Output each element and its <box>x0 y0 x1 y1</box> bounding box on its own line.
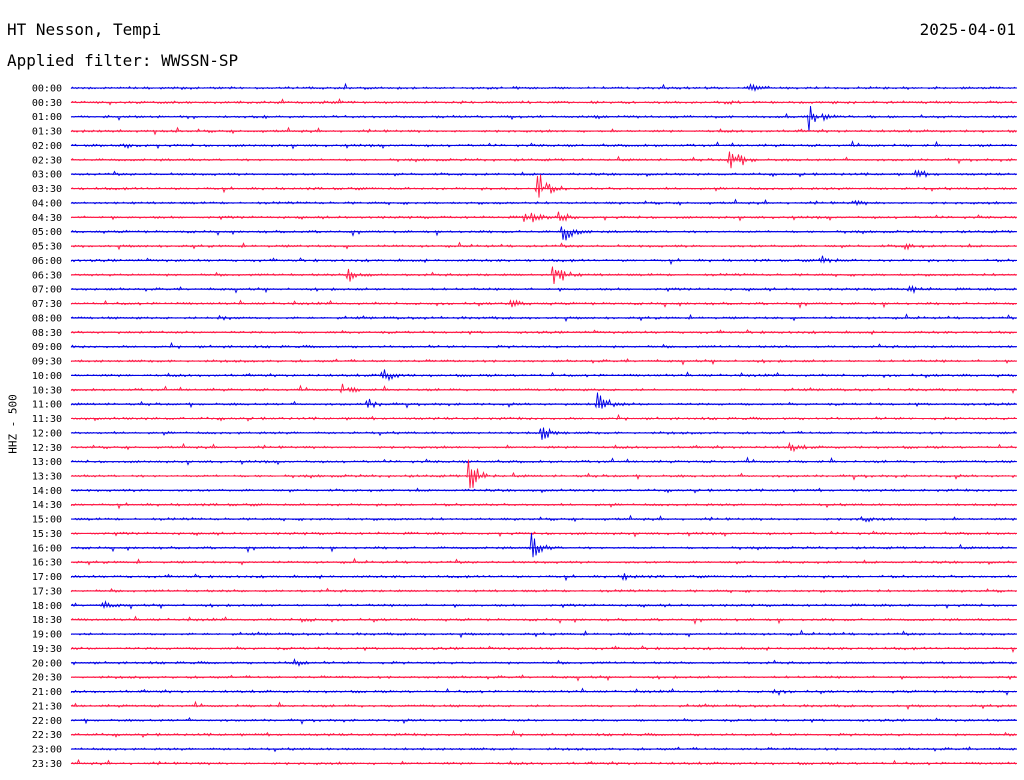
row-label: 01:00 <box>32 112 62 123</box>
trace-row <box>70 105 1017 132</box>
row-labels: 00:00 00:30 01:00 01:30 02:00 02:30 03:00 03:30… <box>32 84 62 770</box>
trace-row <box>70 758 1017 766</box>
row-label: 14:30 <box>32 500 62 511</box>
row-label: 22:30 <box>32 730 62 741</box>
row-label: 06:00 <box>32 256 62 267</box>
row-label: 16:30 <box>32 558 62 569</box>
trace-row <box>70 674 1017 682</box>
row-label: 11:00 <box>32 400 62 411</box>
row-label: 06:30 <box>32 270 62 281</box>
trace-row <box>70 341 1017 350</box>
row-label: 00:00 <box>32 84 62 95</box>
row-label: 02:00 <box>32 141 62 152</box>
trace-row <box>70 532 1017 558</box>
row-label: 03:30 <box>32 184 62 195</box>
trace-row <box>70 358 1017 366</box>
row-label: 10:00 <box>32 371 62 382</box>
trace-row <box>70 383 1017 394</box>
trace-row <box>70 369 1017 382</box>
row-label: 21:00 <box>32 687 62 698</box>
trace-row <box>70 255 1017 266</box>
row-label: 18:30 <box>32 615 62 626</box>
row-label: 02:30 <box>32 155 62 166</box>
trace-row <box>70 198 1017 207</box>
row-label: 22:00 <box>32 716 62 727</box>
row-label: 08:30 <box>32 328 62 339</box>
row-label: 19:00 <box>32 630 62 641</box>
row-label: 17:00 <box>32 572 62 583</box>
trace-row <box>70 82 1017 93</box>
row-label: 05:00 <box>32 227 62 238</box>
row-label: 17:30 <box>32 586 62 597</box>
row-label: 08:00 <box>32 313 62 324</box>
row-label: 23:00 <box>32 745 62 756</box>
row-label: 03:00 <box>32 170 62 181</box>
trace-row <box>70 729 1017 738</box>
date-label: 2025-04-01 <box>919 20 1016 39</box>
row-label: 23:30 <box>32 759 62 770</box>
row-label: 21:30 <box>32 701 62 712</box>
station-title: HT Nesson, Tempi <box>7 20 162 39</box>
row-label: 04:00 <box>32 198 62 209</box>
row-label: 12:00 <box>32 428 62 439</box>
row-label: 14:00 <box>32 486 62 497</box>
row-label: 11:30 <box>32 414 62 425</box>
trace-row <box>70 226 1017 241</box>
row-label: 07:00 <box>32 285 62 296</box>
trace-row <box>70 427 1017 440</box>
row-label: 04:30 <box>32 213 62 224</box>
filter-label: Applied filter: WWSSN-SP <box>7 51 239 70</box>
trace-row <box>70 502 1017 510</box>
row-label: 01:30 <box>32 127 62 138</box>
row-label: 10:30 <box>32 385 62 396</box>
row-label: 20:30 <box>32 673 62 684</box>
row-label: 16:00 <box>32 543 62 554</box>
row-label: 19:30 <box>32 644 62 655</box>
trace-row <box>70 211 1017 223</box>
row-label: 09:30 <box>32 357 62 368</box>
row-label: 13:30 <box>32 471 62 482</box>
row-label: 13:00 <box>32 457 62 468</box>
trace-row <box>70 174 1017 198</box>
row-label: 15:00 <box>32 515 62 526</box>
trace-row <box>70 459 1017 489</box>
row-label: 05:30 <box>32 242 62 253</box>
row-label: 00:30 <box>32 98 62 109</box>
trace-row <box>70 413 1017 422</box>
traces <box>70 82 1017 766</box>
row-label: 15:30 <box>32 529 62 540</box>
row-label: 18:00 <box>32 601 62 612</box>
row-label: 20:00 <box>32 658 62 669</box>
row-label: 09:00 <box>32 342 62 353</box>
trace-row <box>70 392 1017 409</box>
row-label: 12:30 <box>32 443 62 454</box>
row-label: 07:30 <box>32 299 62 310</box>
